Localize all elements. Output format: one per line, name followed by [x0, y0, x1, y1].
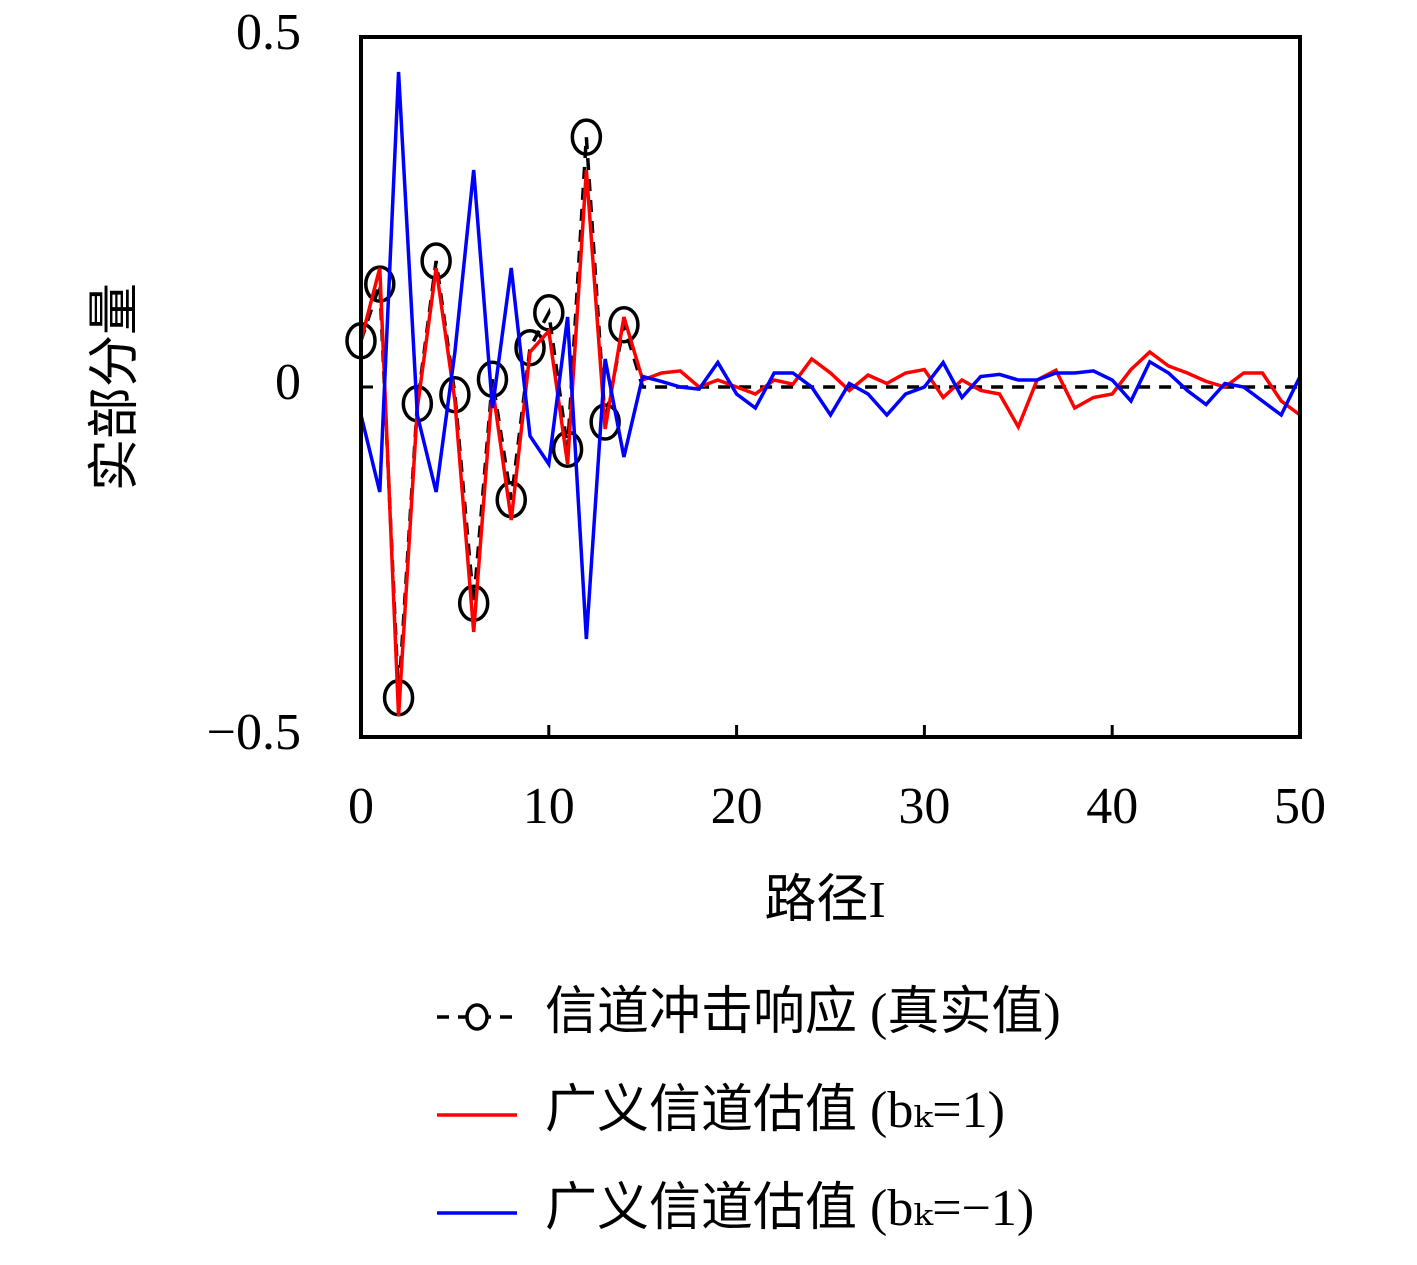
marker: [551, 430, 584, 469]
x-tick-label: 40: [1086, 778, 1138, 835]
plot-frame: [359, 35, 1302, 739]
marker: [570, 118, 603, 156]
legend-marker: [465, 1003, 489, 1031]
x-tick-label: 30: [898, 778, 950, 835]
series-line: [359, 136, 1300, 698]
x-tick-label: 50: [1274, 778, 1326, 835]
series-line: [359, 71, 1302, 640]
x-tick-label: 20: [711, 778, 763, 835]
x-tick-label: 10: [523, 778, 575, 835]
series-line: [359, 169, 1302, 717]
legend-label: 广义信道估值 (bₖ=−1): [545, 1180, 1034, 1237]
marker: [608, 305, 640, 344]
legend-label: 广义信道估值 (bₖ=1): [545, 1082, 1005, 1139]
x-tick-label: 0: [348, 778, 374, 835]
y-tick-label: 0: [275, 354, 301, 411]
legend-label: 信道冲击响应 (真实值): [545, 984, 1061, 1041]
y-tick-label: −0.5: [207, 704, 301, 761]
y-axis-label: 实部分量: [87, 283, 144, 491]
y-tick-label: 0.5: [236, 4, 301, 61]
x-axis-label: 路径I: [764, 872, 885, 929]
